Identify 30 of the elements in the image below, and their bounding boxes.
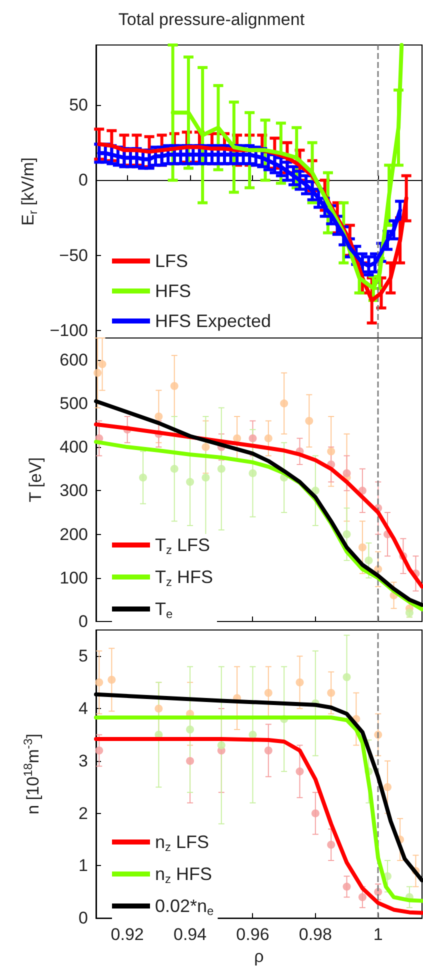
y-axis-title: T [eV] [26,457,45,502]
y-tick-label: 2 [78,804,88,823]
y-tick-label: 0 [78,170,88,190]
legend-label: LFS [155,251,188,271]
x-tick-label: 0.98 [298,925,332,944]
y-tick-label: 400 [60,438,88,457]
y-tick-label: 4 [78,699,88,718]
x-tick-label: 0.96 [236,925,270,944]
y-axis-title: Er [kV/m] [18,157,40,226]
y-tick-label: 0 [78,908,88,928]
x-tick-label: 0.94 [173,925,207,944]
legend-label: HFS Expected [155,311,272,331]
x-axis-title: ρ [254,947,264,966]
y-tick-label: 1 [78,856,88,876]
y-axis-title: n [1018m-3] [21,734,42,814]
x-tick-label: 1 [373,925,383,944]
y-tick-label: 50 [69,96,88,115]
y-tick-label: −50 [59,246,88,265]
y-tick-label: 200 [60,524,88,544]
y-tick-label: 0 [78,612,88,631]
y-tick-label: 600 [60,350,88,370]
x-tick-label: 0.92 [110,925,144,944]
chart-title: Total pressure-alignment [118,10,305,29]
y-tick-label: 5 [78,646,88,666]
y-tick-label: −100 [50,320,88,340]
y-tick-label: 300 [60,481,88,500]
y-tick-label: 500 [60,394,88,413]
y-tick-label: 3 [78,751,88,770]
y-tick-label: 100 [60,568,88,588]
legend-label: HFS [155,281,191,301]
